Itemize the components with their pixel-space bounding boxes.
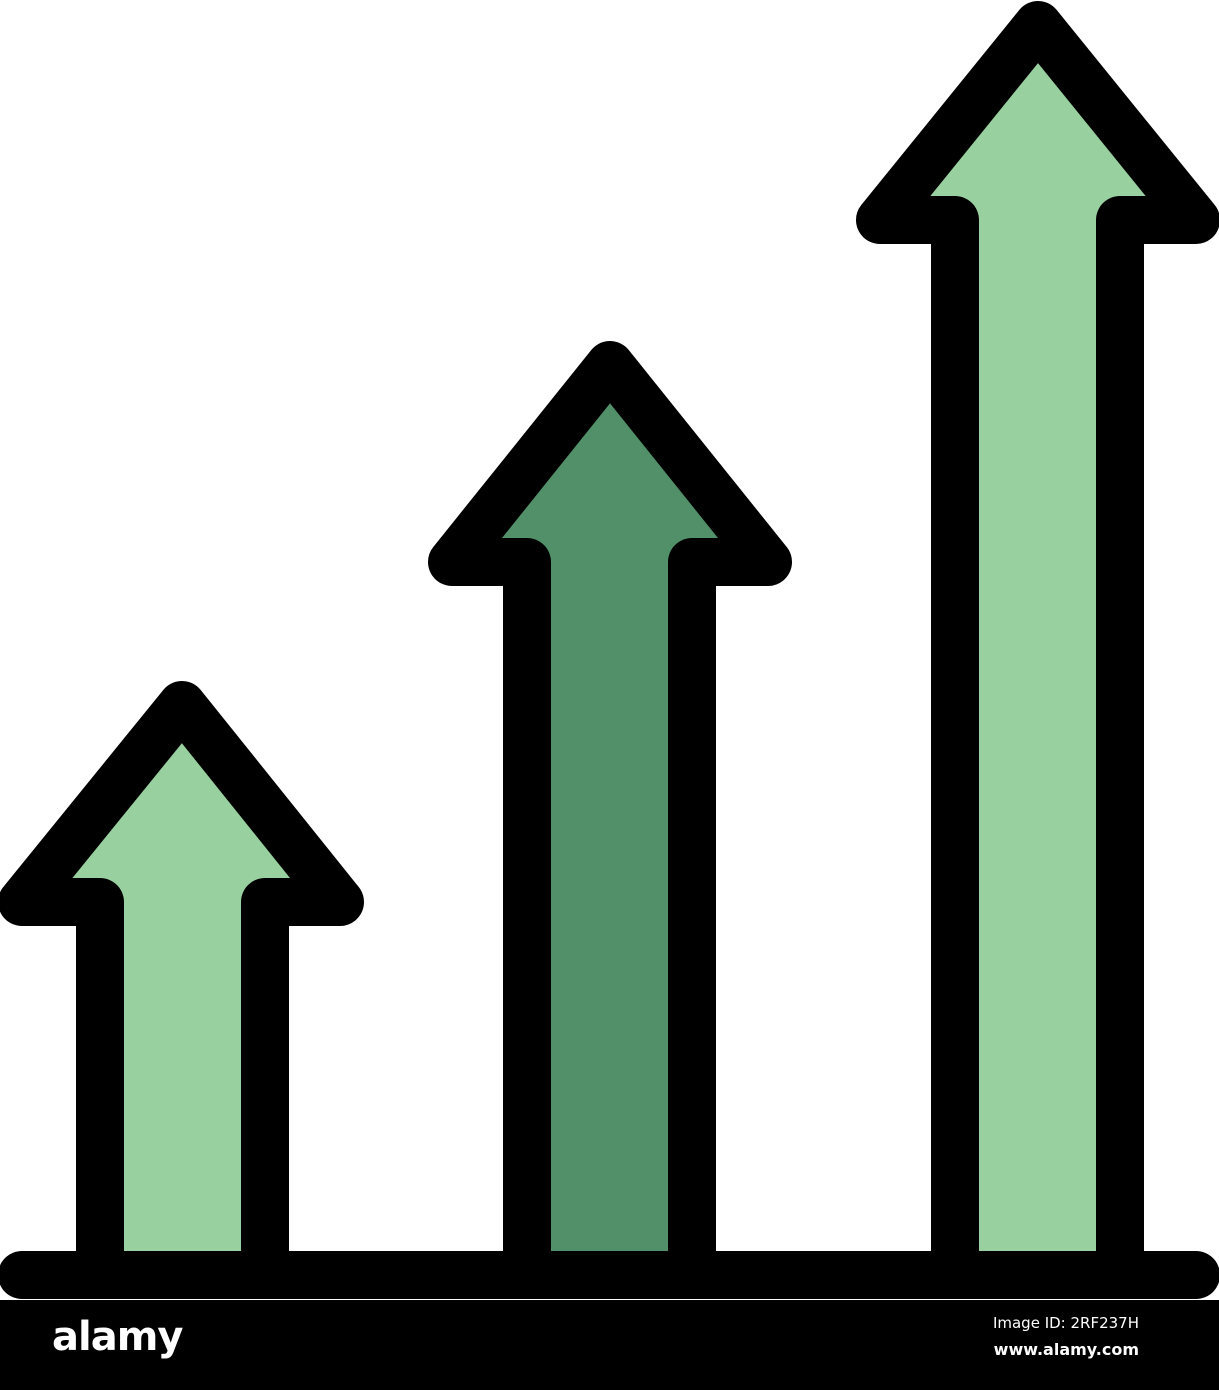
watermark-bar: alamy Image ID: 2RF237H www.alamy.com bbox=[0, 1300, 1219, 1390]
alamy-logo: alamy bbox=[52, 1314, 183, 1360]
site-url: www.alamy.com bbox=[993, 1340, 1139, 1359]
medium-arrow-icon bbox=[428, 341, 792, 1299]
image-id: Image ID: 2RF237H bbox=[992, 1314, 1139, 1332]
growth-arrows-icon bbox=[0, 1, 1219, 1299]
tall-arrow-icon bbox=[856, 1, 1219, 1299]
short-arrow-icon bbox=[0, 681, 364, 1299]
